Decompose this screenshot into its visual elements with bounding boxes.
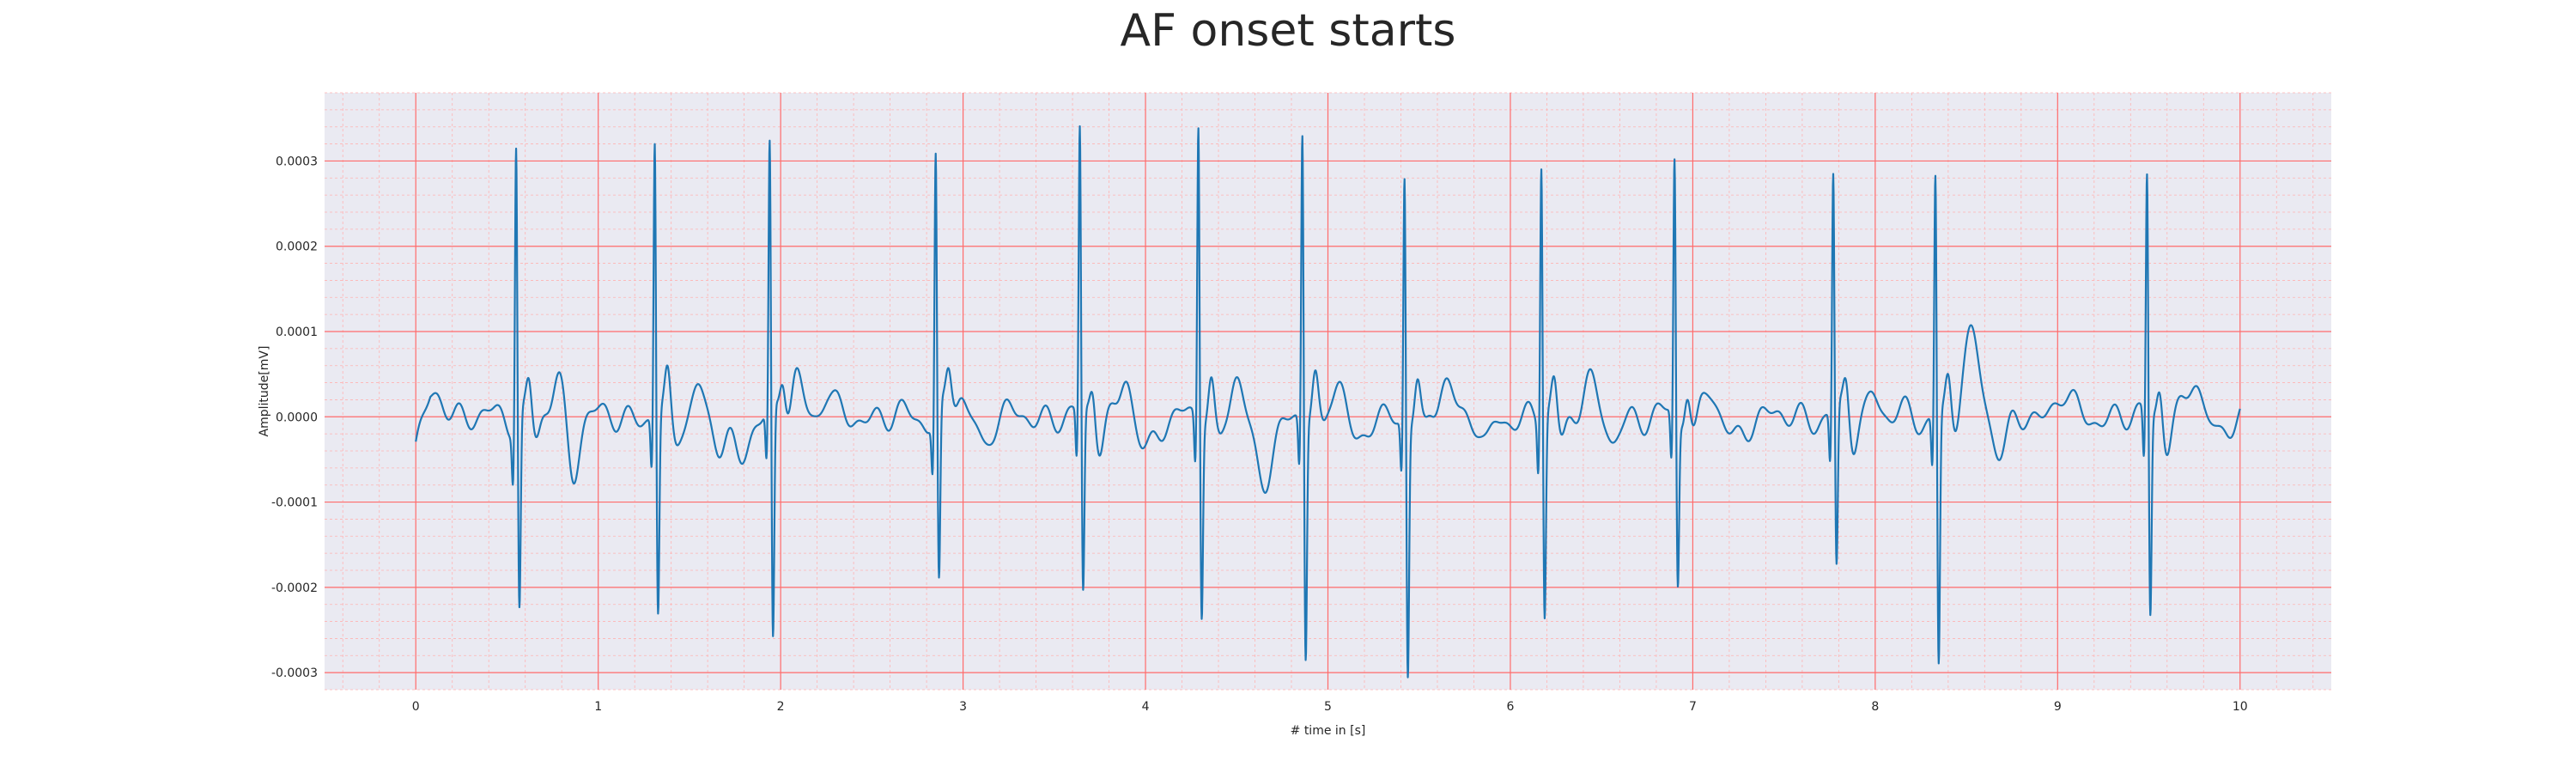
x-tick-label: 8 xyxy=(1871,700,1879,714)
x-tick-label: 4 xyxy=(1142,700,1150,714)
y-tick-label: 0.0001 xyxy=(276,326,318,339)
x-tick-label: 0 xyxy=(412,700,420,714)
x-axis-label: # time in [s] xyxy=(1291,724,1366,738)
y-axis-ticks: -0.0003 -0.0002 -0.0001 0.0000 0.0001 0.0002 0… xyxy=(271,155,318,680)
ecg-signal-line xyxy=(415,125,2241,679)
x-tick-label: 6 xyxy=(1506,700,1514,714)
y-tick-label: 0.0000 xyxy=(276,411,318,424)
x-tick-label: 5 xyxy=(1324,700,1332,714)
x-axis-ticks: 0 1 2 3 4 5 6 7 8 9 10 xyxy=(412,700,2248,714)
y-tick-label: -0.0002 xyxy=(271,581,318,595)
x-tick-label: 1 xyxy=(594,700,602,714)
y-tick-label: -0.0001 xyxy=(271,496,318,510)
y-tick-label: 0.0002 xyxy=(276,240,318,254)
major-grid xyxy=(325,93,2331,690)
chart-title: AF onset starts xyxy=(1120,5,1456,57)
x-tick-label: 7 xyxy=(1689,700,1697,714)
y-tick-label: 0.0003 xyxy=(276,155,318,168)
y-axis-label: Amplitude[mV] xyxy=(258,346,271,437)
x-tick-label: 2 xyxy=(777,700,785,714)
x-tick-label: 10 xyxy=(2233,700,2248,714)
series-layer xyxy=(415,125,2241,679)
x-tick-label: 9 xyxy=(2054,700,2062,714)
minor-grid xyxy=(325,92,2331,691)
x-tick-label: 3 xyxy=(959,700,967,714)
y-tick-label: -0.0003 xyxy=(271,666,318,680)
